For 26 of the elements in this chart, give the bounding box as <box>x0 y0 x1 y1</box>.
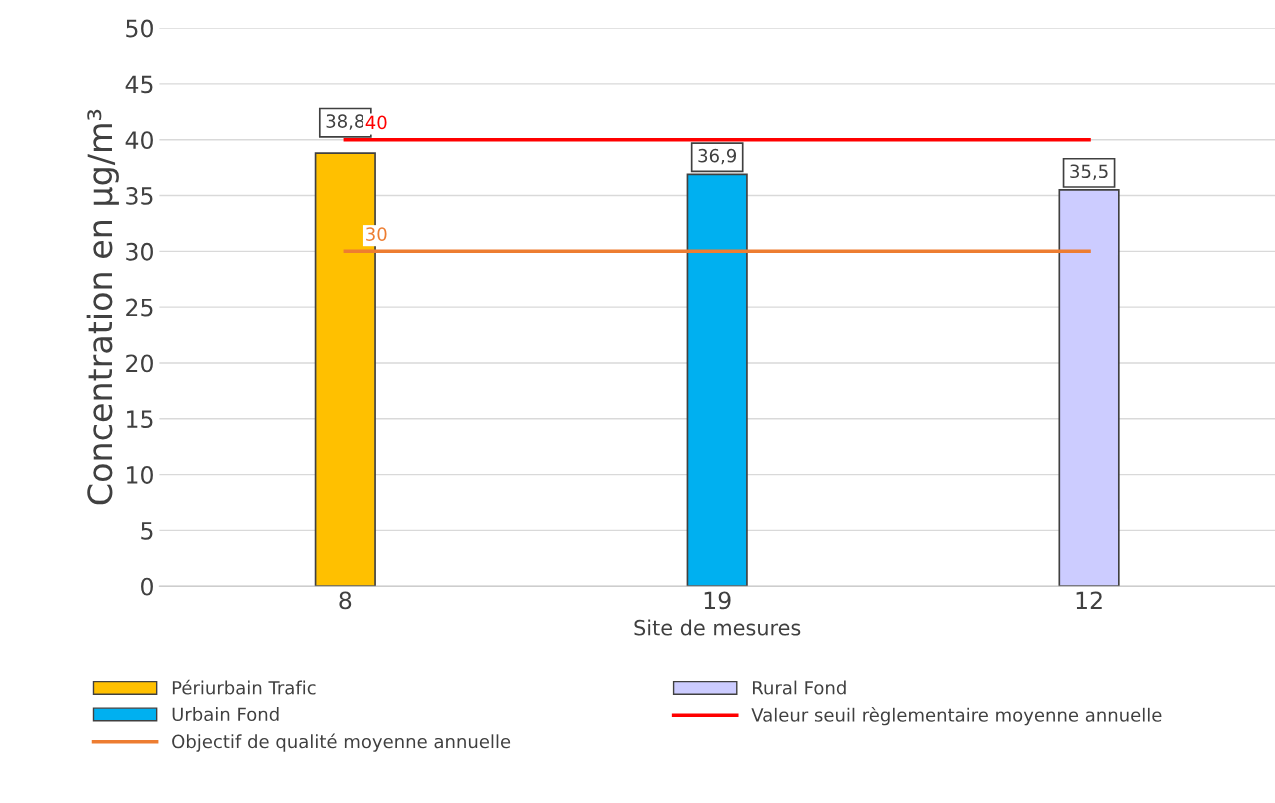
legend-label: Rural Fond <box>753 680 846 695</box>
legend-label: Périurbain Trafic <box>172 679 316 695</box>
x-tick-label: 12 <box>1076 591 1102 609</box>
y-tick-label: 30 <box>126 242 153 261</box>
y-tick-label: 40 <box>125 131 153 150</box>
y-tick-label: 50 <box>126 19 153 38</box>
data-label: 38,8 <box>326 114 365 130</box>
y-tick-label: 45 <box>125 75 153 94</box>
y-axis-title: Concentration en µg/m³ <box>86 109 119 505</box>
x-tick-label: 19 <box>704 591 731 610</box>
y-tick-label: 25 <box>126 298 153 317</box>
x-axis-title: Site de mesures <box>634 619 801 636</box>
data-label: 35,5 <box>1070 164 1108 180</box>
data-label: 30 <box>366 227 387 241</box>
y-tick-label: 15 <box>127 410 153 429</box>
legend-label: Objectif de qualité moyenne annuelle <box>172 733 511 752</box>
y-tick-label: 5 <box>141 522 153 540</box>
y-tick-label: 0 <box>141 577 153 596</box>
legend-label: Valeur seuil règlementaire moyenne annuelle <box>751 707 1162 726</box>
y-tick-label: 10 <box>127 466 153 484</box>
legend-label: Urbain Fond <box>172 707 279 722</box>
x-tick-label: 8 <box>339 591 352 610</box>
y-tick-label: 35 <box>126 186 153 205</box>
y-tick-label: 20 <box>126 354 153 373</box>
data-label: 36,9 <box>698 148 737 165</box>
data-label: 40 <box>365 115 387 130</box>
